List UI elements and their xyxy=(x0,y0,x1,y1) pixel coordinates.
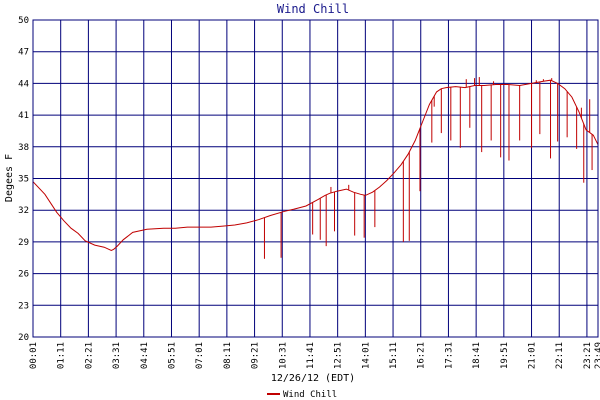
x-tick-label: 18:41 xyxy=(472,342,482,369)
x-tick-label: 07:01 xyxy=(195,342,205,369)
x-tick-label: 01:11 xyxy=(57,342,67,369)
series-line xyxy=(32,79,599,251)
x-tick-label: 10:31 xyxy=(278,342,288,369)
x-tick-label: 16:21 xyxy=(417,342,427,369)
y-tick-labels: 20 23 26 29 32 35 38 41 44 47 50 xyxy=(18,16,29,343)
y-tick-label: 50 xyxy=(18,16,29,26)
y-tick-label: 23 xyxy=(18,301,29,311)
x-tick-label: 23:49 xyxy=(594,342,600,369)
x-tick-label: 05:51 xyxy=(167,342,177,369)
grid-lines xyxy=(32,19,599,338)
legend: Wind Chill xyxy=(267,390,337,400)
x-axis-label: 12/26/12 (EDT) xyxy=(271,373,355,384)
x-tick-label: 08:11 xyxy=(223,342,233,369)
x-tick-labels: 00:01 01:11 02:21 03:31 04:41 05:51 07:01 08:11… xyxy=(29,342,600,369)
x-tick-label: 03:31 xyxy=(112,342,122,369)
x-tick-label: 04:41 xyxy=(140,342,150,369)
x-tick-label: 17:31 xyxy=(444,342,454,369)
x-tick-label: 21:01 xyxy=(528,342,538,369)
x-tick-label: 22:11 xyxy=(555,342,565,369)
series-wind-chill xyxy=(32,77,599,259)
y-tick-label: 32 xyxy=(18,206,29,216)
x-tick-label: 11:41 xyxy=(306,342,316,369)
y-tick-label: 26 xyxy=(18,270,29,280)
y-tick-label: 47 xyxy=(18,48,29,58)
y-tick-label: 41 xyxy=(18,111,29,121)
y-tick-label: 38 xyxy=(18,143,29,153)
chart-title: Wind Chill xyxy=(277,2,349,16)
x-tick-label: 12:51 xyxy=(334,342,344,369)
y-tick-label: 20 xyxy=(18,333,29,343)
y-tick-label: 44 xyxy=(18,79,29,89)
x-tick-label: 23:21 xyxy=(583,342,593,369)
x-tick-label: 02:21 xyxy=(84,342,94,369)
x-tick-label: 14:01 xyxy=(361,342,371,369)
x-tick-label: 15:11 xyxy=(389,342,399,369)
plot-frame xyxy=(32,19,599,338)
y-tick-label: 35 xyxy=(18,175,29,185)
x-tick-label: 00:01 xyxy=(29,342,39,369)
legend-label: Wind Chill xyxy=(283,390,337,400)
x-tick-label: 19:51 xyxy=(500,342,510,369)
y-axis-label: Degees F xyxy=(4,154,15,202)
x-tick-label: 09:21 xyxy=(251,342,261,369)
y-tick-label: 29 xyxy=(18,238,29,248)
